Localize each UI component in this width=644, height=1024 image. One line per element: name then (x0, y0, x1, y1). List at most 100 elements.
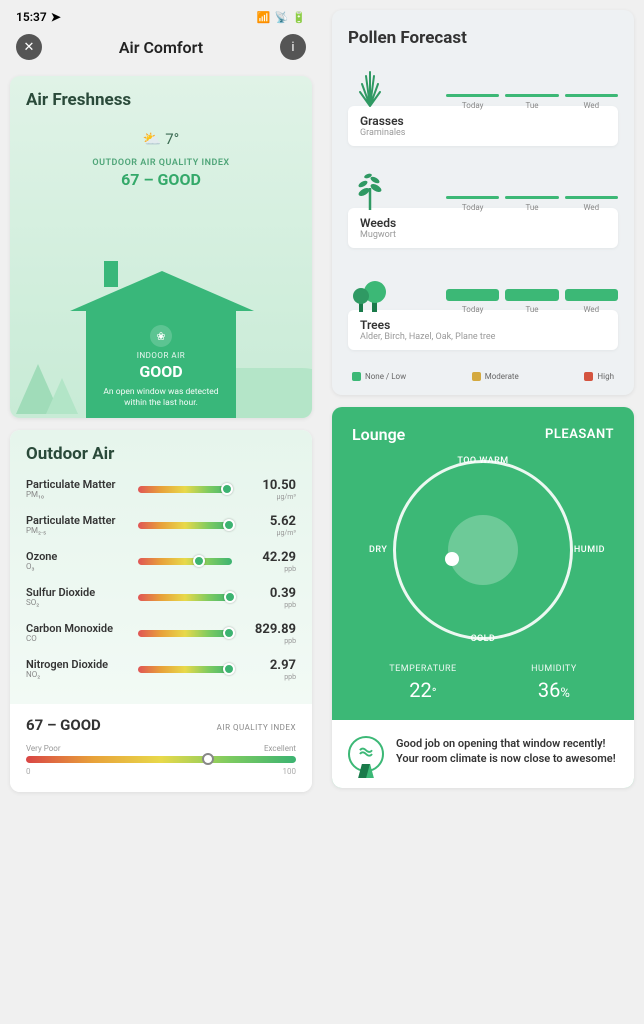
battery-icon: 🔋 (292, 11, 306, 24)
pollutant-name: Sulfur DioxideSO₂ (26, 587, 130, 608)
pollutant-name: Nitrogen DioxideNO₂ (26, 659, 130, 680)
legend-item: Moderate (472, 372, 519, 381)
pollutant-value: 0.39ppb (240, 586, 296, 609)
house-icon: ❀ INDOOR AIR GOOD An open window was det… (86, 303, 236, 418)
pollen-name: Grasses (360, 114, 606, 128)
outdoor-title: Outdoor Air (26, 444, 296, 464)
pollutant-bar (138, 630, 232, 637)
pollutant-name: Particulate MatterPM₁₀ (26, 479, 130, 500)
pollen-item: Today Tue Wed GrassesGraminales (348, 66, 618, 146)
humidity-stat: HUMIDITY 36% (531, 664, 577, 702)
pollutant-bar (138, 594, 232, 601)
grasses-icon (348, 66, 392, 110)
aqi-scale-bar (26, 756, 296, 763)
scale-high: Excellent (264, 744, 296, 753)
pollen-name: Weeds (360, 216, 606, 230)
legend-item: None / Low (352, 372, 406, 381)
info-button[interactable]: i (280, 34, 306, 60)
dial-label-left: DRY (369, 545, 387, 555)
pollen-species: Alder, Birch, Hazel, Oak, Plane tree (360, 332, 606, 342)
forecast-day: Wed (565, 196, 618, 212)
signal-icon: 📶 (257, 11, 271, 24)
forecast-day: Today (446, 94, 499, 110)
pollen-title: Pollen Forecast (348, 28, 618, 48)
indoor-status: GOOD (98, 362, 224, 381)
room-message-text: Good job on opening that window recently… (396, 736, 618, 767)
pollutant-dot (223, 663, 235, 675)
tree-icon (46, 378, 78, 414)
forecast-day: Tue (505, 289, 558, 314)
legend-item: High (584, 372, 614, 381)
room-status: PLEASANT (545, 427, 614, 442)
close-button[interactable]: ✕ (16, 34, 42, 60)
climate-dial: TOO WARM DRY HUMID COLD (393, 460, 573, 640)
location-icon: ➤ (51, 10, 61, 24)
page-title: Air Comfort (119, 38, 203, 57)
room-card[interactable]: Lounge PLEASANT TOO WARM DRY HUMID COLD … (332, 407, 634, 788)
temperature: 7° (165, 130, 179, 148)
pollen-item: Today Tue Wed WeedsMugwort (348, 168, 618, 248)
aqi-label: OUTDOOR AIR QUALITY INDEX (26, 158, 296, 168)
pollutant-value: 2.97ppb (240, 658, 296, 681)
pollutant-row: Sulfur DioxideSO₂ 0.39ppb (26, 586, 296, 609)
pollutant-dot (224, 591, 236, 603)
forecast-day: Wed (565, 94, 618, 110)
scale-min: 0 (26, 767, 31, 776)
pollutant-value: 10.50μg/m³ (240, 478, 296, 501)
status-bar: 15:37 ➤ 📶 📡 🔋 (4, 4, 318, 26)
forecast-day: Tue (505, 196, 558, 212)
pollutant-dot (193, 555, 205, 567)
pollen-species: Graminales (360, 128, 606, 138)
pollutant-name: OzoneO₃ (26, 551, 130, 572)
status-time: 15:37 (16, 10, 47, 24)
pollutant-bar (138, 666, 232, 673)
aqi-summary-value: 67 – GOOD (26, 716, 101, 734)
room-name: Lounge (352, 425, 405, 444)
pollen-name: Trees (360, 318, 606, 332)
pollutant-row: Carbon MonoxideCO 829.89ppb (26, 622, 296, 645)
pollutant-row: Nitrogen DioxideNO₂ 2.97ppb (26, 658, 296, 681)
aqi-value: 67 – GOOD (26, 170, 296, 189)
pollutant-bar (138, 522, 232, 529)
pollutant-row: Particulate MatterPM₂.₅ 5.62μg/m³ (26, 514, 296, 537)
leaf-icon: ❀ (150, 325, 172, 347)
pollen-legend: None / Low Moderate High (348, 372, 618, 381)
room-message: Good job on opening that window recently… (332, 720, 634, 788)
air-freshness-card[interactable]: Air Freshness ⛅ 7° OUTDOOR AIR QUALITY I… (10, 76, 312, 418)
pollutant-value: 42.29ppb (240, 550, 296, 573)
outdoor-air-card[interactable]: Outdoor Air Particulate MatterPM₁₀ 10.50… (10, 430, 312, 792)
indoor-desc: An open window was detected within the l… (98, 387, 224, 409)
pollutant-bar (138, 486, 232, 493)
pollutant-name: Carbon MonoxideCO (26, 623, 130, 644)
forecast-day: Tue (505, 94, 558, 110)
temperature-stat: TEMPERATURE 22° (389, 664, 456, 702)
forecast-day: Today (446, 196, 499, 212)
weather-row: ⛅ 7° (26, 130, 296, 148)
pollutant-value: 829.89ppb (240, 622, 296, 645)
pollutant-dot (223, 519, 235, 531)
aqi-summary-label: AIR QUALITY INDEX (217, 723, 296, 732)
wifi-icon: 📡 (275, 11, 289, 24)
pollutant-value: 5.62μg/m³ (240, 514, 296, 537)
pollen-item: TodayTueWed TreesAlder, Birch, Hazel, Oa… (348, 270, 618, 350)
pollutant-dot (221, 483, 233, 495)
pollutant-row: OzoneO₃ 42.29ppb (26, 550, 296, 573)
indoor-label: INDOOR AIR (98, 351, 224, 360)
dial-label-right: HUMID (574, 545, 605, 555)
pollutant-row: Particulate MatterPM₁₀ 10.50μg/m³ (26, 478, 296, 501)
weeds-icon (348, 168, 392, 212)
pollutant-dot (223, 627, 235, 639)
freshness-title: Air Freshness (26, 90, 296, 110)
pollutant-bar (138, 558, 232, 565)
scale-low: Very Poor (26, 744, 61, 753)
house-scene: ❀ INDOOR AIR GOOD An open window was det… (10, 248, 312, 418)
pollen-forecast-card[interactable]: Pollen Forecast Today Tue Wed GrassesGrami… (332, 10, 634, 395)
weather-icon: ⛅ (143, 130, 162, 148)
dial-indicator-dot (445, 552, 459, 566)
header: ✕ Air Comfort i (4, 26, 318, 70)
trees-icon (348, 270, 392, 314)
forecast-day: Wed (565, 289, 618, 314)
pollutant-name: Particulate MatterPM₂.₅ (26, 515, 130, 536)
award-badge-icon (348, 736, 384, 772)
pollen-species: Mugwort (360, 230, 606, 240)
